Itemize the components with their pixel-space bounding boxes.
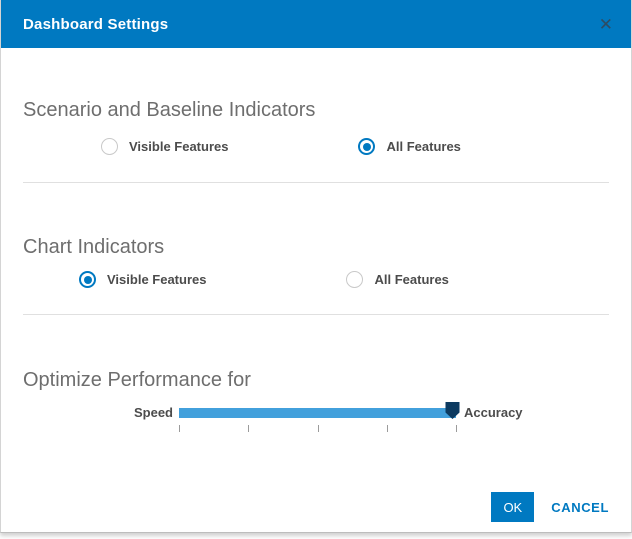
- dialog-header: Dashboard Settings ✕: [1, 0, 631, 48]
- radio-dot: [83, 275, 92, 284]
- radio-button-icon[interactable]: [358, 138, 376, 155]
- dialog-body: Scenario and Baseline Indicators Visible…: [1, 48, 631, 492]
- performance-slider[interactable]: [179, 402, 460, 439]
- section-divider: [23, 182, 609, 183]
- scenario-radio-row: Visible Features All Features: [23, 138, 609, 155]
- radio-button-icon[interactable]: [101, 138, 118, 155]
- radio-label: All Features: [374, 272, 449, 287]
- slider-tick: [456, 425, 457, 432]
- dialog-title: Dashboard Settings: [23, 15, 169, 33]
- radio-dot: [351, 276, 359, 284]
- chart-all-features-option[interactable]: All Features: [346, 271, 449, 288]
- scenario-section-heading: Scenario and Baseline Indicators: [23, 99, 316, 121]
- scenario-all-features-option[interactable]: All Features: [358, 138, 461, 155]
- slider-max-label: Accuracy: [464, 405, 523, 420]
- slider-track[interactable]: [179, 408, 456, 418]
- slider-tick: [248, 425, 250, 432]
- performance-slider-row: Speed Accuracy: [123, 402, 609, 439]
- slider-tick: [317, 425, 319, 432]
- chart-radio-row: Visible Features All Features: [23, 271, 609, 288]
- slider-handle[interactable]: [445, 402, 460, 419]
- radio-label: All Features: [386, 139, 461, 154]
- section-divider: [23, 314, 609, 315]
- radio-button-icon[interactable]: [346, 271, 364, 288]
- ok-button[interactable]: OK: [491, 492, 535, 522]
- performance-section-heading: Optimize Performance for: [23, 369, 251, 391]
- close-icon[interactable]: ✕: [598, 14, 613, 34]
- scenario-visible-features-option[interactable]: Visible Features: [101, 138, 228, 155]
- radio-label: Visible Features: [129, 139, 229, 154]
- slider-tick: [179, 425, 180, 432]
- chart-visible-features-option[interactable]: Visible Features: [79, 271, 206, 288]
- slider-min-label: Speed: [133, 405, 173, 420]
- radio-button-icon[interactable]: [79, 271, 96, 288]
- cancel-button[interactable]: CANCEL: [551, 499, 609, 515]
- slider-ticks: [179, 425, 457, 439]
- radio-dot: [362, 142, 371, 151]
- chart-section-heading: Chart Indicators: [23, 236, 165, 258]
- radio-dot: [106, 143, 114, 151]
- slider-tick: [386, 425, 388, 432]
- dialog-footer: OK CANCEL: [1, 492, 631, 532]
- radio-label: Visible Features: [107, 272, 207, 287]
